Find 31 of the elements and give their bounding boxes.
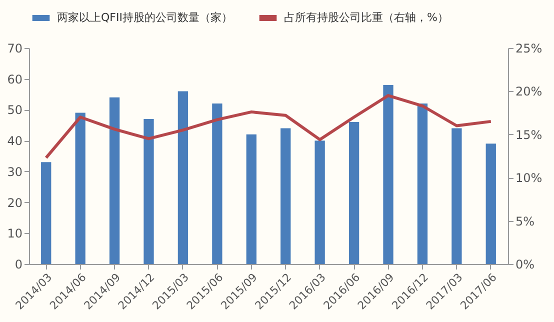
y-tick-label: 50 — [7, 103, 22, 118]
y-tick-label: 30 — [7, 164, 22, 179]
legend-label: 占所有持股公司比重（右轴，%） — [284, 11, 448, 24]
y2-tick-label: 10% — [516, 171, 542, 186]
bar — [280, 128, 291, 264]
bar — [109, 97, 120, 264]
legend-label: 两家以上QFII持股的公司数量（家） — [57, 11, 232, 24]
bar — [383, 85, 394, 264]
bar — [178, 91, 188, 264]
y2-tick-label: 20% — [516, 84, 542, 99]
y-tick-label: 60 — [7, 72, 22, 86]
bar — [417, 104, 428, 264]
bar — [246, 134, 256, 264]
bar — [144, 118, 154, 264]
bar — [486, 144, 496, 264]
y-tick-label: 10 — [7, 226, 22, 241]
y-tick-label: 20 — [7, 196, 22, 210]
y-tick-label: 0 — [14, 258, 22, 272]
y-tick-label: 70 — [7, 42, 22, 56]
y-tick-label: 40 — [7, 134, 22, 148]
y2-tick-label: 25% — [516, 42, 542, 56]
bar — [452, 128, 462, 264]
bar — [75, 112, 86, 264]
bar — [41, 162, 52, 264]
bar — [314, 140, 325, 264]
bar — [212, 104, 222, 264]
y2-tick-label: 15% — [516, 128, 542, 142]
y2-tick-label: 5% — [516, 214, 535, 228]
line-series — [44, 94, 492, 160]
y2-tick-label: 0% — [516, 258, 535, 272]
bar — [348, 122, 360, 264]
